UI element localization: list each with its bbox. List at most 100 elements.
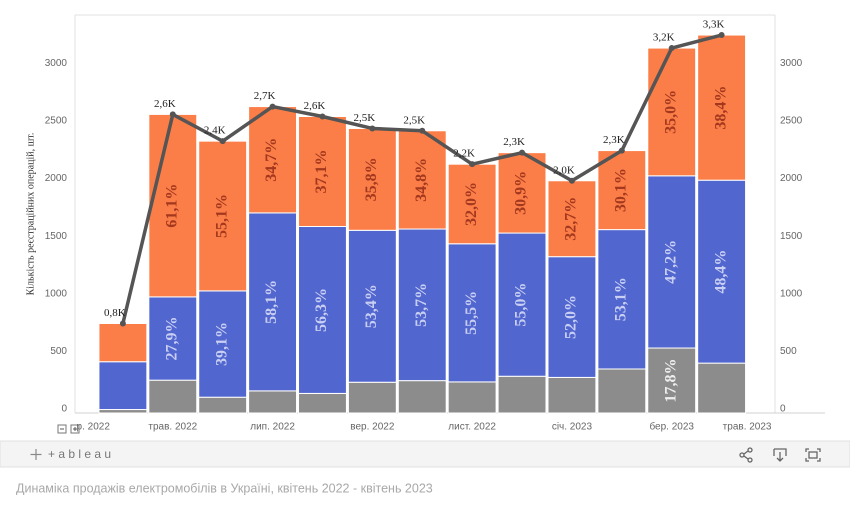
bar-segment: [298, 225, 347, 394]
share-label: 38,4%: [712, 86, 729, 130]
total-label: 3,3K: [703, 19, 725, 31]
bar-segment: [397, 130, 447, 230]
y2-tick-label: 1500: [780, 231, 803, 242]
total-point: [169, 111, 176, 118]
bar-segment: [697, 179, 747, 364]
share-label: 34,8%: [413, 158, 430, 202]
share-label: 58,1%: [263, 280, 280, 324]
y2-tick-label: 0: [780, 404, 786, 415]
share-label: 56,3%: [313, 288, 330, 332]
bar-segment: [248, 390, 298, 414]
total-point: [519, 149, 526, 156]
share-label: 32,0%: [463, 182, 480, 226]
bar-segment: [547, 256, 597, 378]
collapse-icons[interactable]: [57, 424, 80, 434]
y-tick-label: 3000: [45, 58, 68, 69]
bar-segment: [397, 228, 447, 382]
x-tick-label: трав. 2023: [723, 422, 772, 433]
total-label: 2,6K: [154, 98, 176, 110]
share-label: 27,9%: [163, 317, 180, 361]
share-label: 34,7%: [263, 138, 280, 182]
share-label: 47,2%: [662, 240, 679, 284]
bar-segment: [697, 34, 747, 181]
y-tick-label: 1000: [45, 288, 68, 299]
share-button[interactable]: [739, 447, 753, 463]
y2-tick-label: 3000: [780, 58, 803, 69]
bar-segment: [497, 232, 547, 377]
y2-tick-label: 500: [780, 346, 797, 357]
tableau-icon: [30, 449, 42, 460]
total-point: [568, 177, 575, 184]
bar-segment: [447, 381, 497, 414]
total-point: [369, 125, 376, 132]
share-label: 53,7%: [413, 283, 430, 327]
y2-tick-label: 2000: [780, 173, 803, 184]
share-label: 39,1%: [213, 322, 230, 366]
y-tick-label: 1500: [45, 231, 68, 242]
share-label: 55,1%: [213, 194, 230, 238]
total-point: [319, 113, 326, 120]
total-point: [718, 32, 725, 39]
share-label: 30,1%: [613, 168, 630, 212]
total-label: 0,8K: [104, 307, 126, 319]
share-label: 17,8%: [662, 359, 679, 403]
y2-tick-label: 1000: [780, 288, 803, 299]
total-label: 2,2K: [453, 148, 475, 160]
bar-segment: [198, 140, 248, 292]
tableau-logo[interactable]: + a b l e a u: [48, 447, 111, 461]
bar-segment: [697, 362, 747, 414]
y2-tick-label: 2500: [780, 116, 803, 127]
total-point: [219, 138, 226, 145]
bar-segment: [497, 152, 547, 234]
bar-segment: [447, 163, 497, 245]
share-label: 48,4%: [712, 250, 729, 294]
y-tick-label: 500: [50, 346, 67, 357]
share-label: 35,0%: [662, 90, 679, 134]
bar-segment: [547, 180, 597, 258]
x-tick-label: р. 2022: [77, 422, 111, 433]
x-tick-label: січ. 2023: [552, 422, 593, 433]
x-tick-label: лист. 2022: [448, 422, 496, 433]
bar-segment: [447, 243, 497, 383]
bar-segment: [298, 115, 347, 227]
share-label: 55,5%: [463, 291, 480, 335]
toolbar: [0, 440, 850, 468]
download-button[interactable]: [773, 448, 787, 462]
bar-segment: [597, 150, 647, 231]
total-point: [618, 147, 625, 154]
total-point: [668, 45, 675, 52]
bar-segment: [597, 368, 647, 414]
y-tick-label: 0: [61, 404, 67, 415]
bar-segment: [98, 361, 148, 411]
bar-segment: [347, 381, 397, 414]
share-label: 32,7%: [563, 197, 580, 241]
bar-segment: [248, 106, 298, 214]
total-label: 2,0K: [553, 164, 575, 176]
share-label: 35,8%: [363, 157, 380, 201]
share-label: 61,1%: [163, 184, 180, 228]
share-label: 55,0%: [513, 283, 530, 327]
bar-segment: [647, 47, 697, 177]
x-tick-label: трав. 2022: [148, 422, 197, 433]
share-label: 53,1%: [613, 277, 630, 321]
caption: Динаміка продажів електромобілів в Украї…: [16, 481, 433, 495]
fullscreen-button[interactable]: [805, 448, 821, 462]
bar-segment: [198, 290, 248, 398]
bar-segment: [298, 392, 347, 414]
total-label: 2,7K: [254, 90, 276, 102]
total-point: [269, 103, 276, 110]
bar-segment: [248, 212, 298, 392]
share-label: 52,0%: [563, 295, 580, 339]
bar-segment: [347, 229, 397, 383]
bar-segment: [497, 375, 547, 414]
bar-segment: [148, 113, 198, 298]
bar-segment: [98, 409, 148, 414]
share-label: 37,1%: [313, 149, 330, 193]
share-label: 53,4%: [363, 284, 380, 328]
total-label: 2,6K: [304, 100, 326, 112]
total-label: 2,3K: [603, 134, 625, 146]
bar-segment: [547, 376, 597, 414]
bar-segment: [98, 322, 148, 363]
